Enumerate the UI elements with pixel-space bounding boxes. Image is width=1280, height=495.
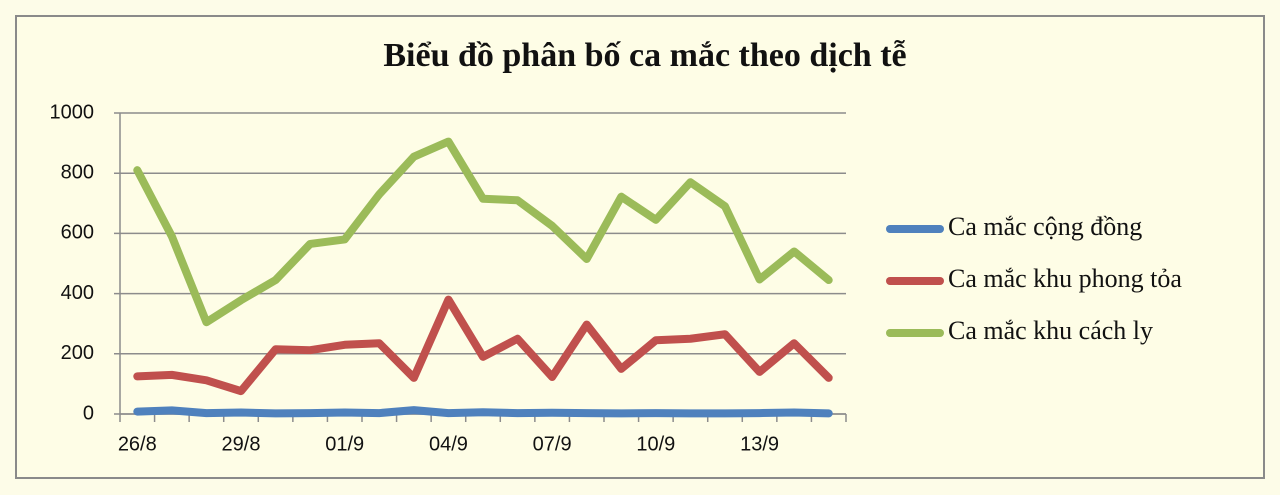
series-line [133,137,833,327]
y-tick-label: 600 [61,222,94,244]
legend-label: Ca mắc khu phong tỏa [948,264,1182,293]
series-line [133,406,833,418]
y-tick-label: 200 [61,342,94,364]
chart-title: Biểu đồ phân bố ca mắc theo dịch tễ [383,37,906,74]
y-tick-label: 400 [61,282,94,304]
chart-frame [15,15,1265,479]
series-line [133,295,833,396]
x-tick-label: 10/9 [636,433,675,455]
x-tick-label: 01/9 [325,433,364,455]
x-tick-label: 29/8 [222,433,261,455]
legend-label: Ca mắc khu cách ly [948,316,1153,345]
x-tick-label: 26/8 [118,433,157,455]
x-tick-label: 13/9 [740,433,779,455]
legend-label: Ca mắc cộng đồng [948,212,1142,241]
y-tick-label: 800 [61,161,94,183]
x-tick-label: 07/9 [533,433,572,455]
x-tick-label: 04/9 [429,433,468,455]
y-tick-label: 0 [83,402,94,424]
y-tick-label: 1000 [50,101,95,123]
